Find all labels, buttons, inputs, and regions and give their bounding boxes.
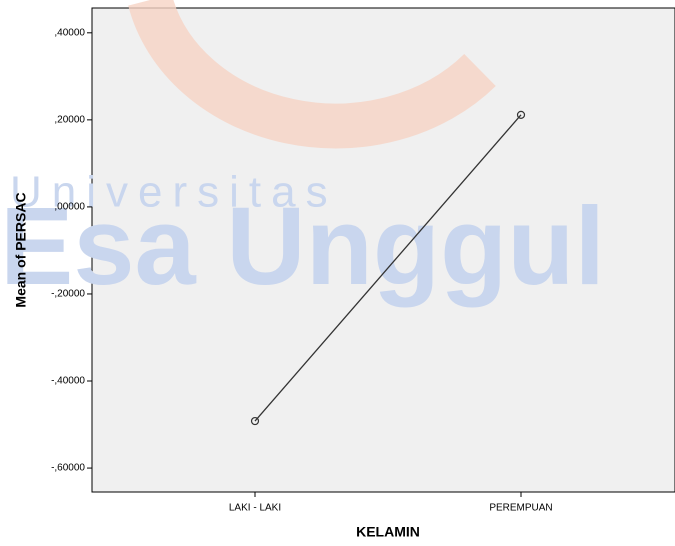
x-tick-label: PEREMPUAN — [489, 503, 552, 514]
y-tick-label: ,00000 — [54, 202, 85, 213]
y-tick-label: -,40000 — [51, 376, 85, 387]
watermark-text: Esa Unggul — [0, 185, 605, 308]
y-tick-label: ,40000 — [54, 27, 85, 38]
x-tick-label: LAKI - LAKI — [229, 503, 281, 514]
y-tick-label: -,60000 — [51, 463, 85, 474]
x-axis-title: KELAMIN — [356, 524, 420, 540]
watermark-arc — [128, 0, 496, 149]
y-tick-label: ,20000 — [54, 115, 85, 126]
watermark-text: Universitas — [10, 168, 338, 217]
y-tick-label: -,20000 — [51, 289, 85, 300]
y-axis-title: Mean of PERSAC — [13, 192, 29, 307]
point — [516, 110, 526, 119]
point — [250, 416, 260, 426]
line — [254, 114, 522, 422]
